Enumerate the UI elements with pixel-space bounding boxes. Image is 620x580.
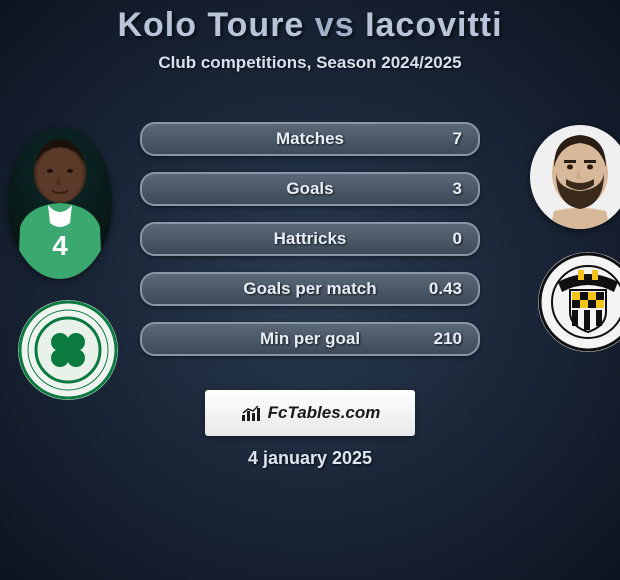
stat-bar: Min per goal 210 — [140, 322, 480, 356]
stat-value: 0 — [453, 229, 462, 249]
stat-label: Goals per match — [243, 279, 376, 299]
stat-label: Matches — [276, 129, 344, 149]
player2-avatar — [530, 125, 620, 229]
player1-avatar: 4 — [8, 127, 112, 279]
stat-bar: Goals per match 0.43 — [140, 272, 480, 306]
celtic-logo-svg — [18, 300, 118, 400]
stat-value: 0.43 — [429, 279, 462, 299]
watermark-box: FcTables.com — [205, 390, 415, 436]
player1-club-logo — [18, 300, 118, 400]
player2-avatar-svg — [530, 125, 620, 229]
stat-value: 210 — [434, 329, 462, 349]
vs-separator: vs — [315, 6, 355, 44]
subtitle: Club competitions, Season 2024/2025 — [0, 53, 620, 73]
player1-name: Kolo Toure — [117, 6, 304, 44]
watermark-text: FcTables.com — [268, 403, 381, 423]
stat-bar: Hattricks 0 — [140, 222, 480, 256]
stat-label: Hattricks — [274, 229, 347, 249]
stat-label: Goals — [286, 179, 333, 199]
player1-avatar-svg: 4 — [8, 127, 112, 279]
stat-value: 7 — [453, 129, 462, 149]
stat-label: Min per goal — [260, 329, 360, 349]
date-text: 4 january 2025 — [0, 448, 620, 469]
stmirren-logo-svg — [538, 252, 620, 352]
stat-bar: Matches 7 — [140, 122, 480, 156]
infographic-container: Kolo Toure vs Iacovitti Club competition… — [0, 0, 620, 580]
stat-value: 3 — [453, 179, 462, 199]
page-title: Kolo Toure vs Iacovitti — [0, 0, 620, 45]
player2-name: Iacovitti — [365, 6, 502, 44]
svg-text:4: 4 — [52, 230, 68, 261]
stat-bar: Goals 3 — [140, 172, 480, 206]
stat-bars: Matches 7 Goals 3 Hattricks 0 Goals per … — [140, 122, 480, 372]
fctables-icon — [240, 403, 264, 423]
player2-club-logo — [538, 252, 620, 352]
